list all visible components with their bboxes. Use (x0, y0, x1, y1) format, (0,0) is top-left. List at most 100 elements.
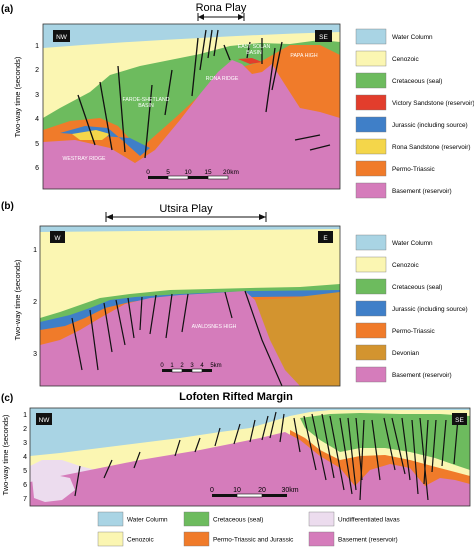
panel-a-tick: 5 (35, 141, 39, 148)
legend-label: Victory Sandstone (reservoir) (392, 100, 474, 107)
se-marker: SE (315, 30, 332, 42)
panel-a-tick: 4 (35, 116, 39, 123)
legend-label: Cenozoic (392, 262, 419, 269)
panel-a-tick: 2 (35, 67, 39, 74)
panel-c-title: Lofoten Rifted Margin (179, 391, 293, 403)
legend-swatch (355, 28, 387, 45)
nw-marker: NW (53, 30, 70, 42)
se-marker-c: SE (452, 413, 467, 425)
panel-b-faults (71, 290, 283, 387)
legend-label: Water Column (392, 240, 433, 247)
panel-c-frame (29, 407, 471, 507)
legend-swatch (355, 72, 387, 89)
nw-marker-c: NW (36, 413, 52, 425)
panel-c-section: NW SE (29, 407, 471, 507)
legend-swatch (355, 344, 387, 361)
panel-b-title: Utsira Play (159, 203, 213, 215)
panel-a-tag: (a) (1, 4, 13, 15)
panel-c-faults (74, 411, 459, 501)
legend-swatch (97, 511, 124, 527)
panel-c-legend: Water Column Cretaceous (seal) Undifferent… (97, 511, 400, 547)
basement-layer (30, 432, 470, 506)
legend-swatch (355, 138, 387, 155)
e-marker: E (318, 231, 333, 243)
panel-b: (b) Utsira Play Two-way time (seconds) 1… (1, 201, 468, 387)
panel-c-scale-bar: 0 10 20 30km (210, 487, 299, 498)
legend-label: Water Column (392, 34, 433, 41)
legend-label: Cretaceous (seal) (392, 78, 442, 85)
legend-label: Cretaceous (seal) (392, 284, 442, 291)
panel-b-tick: 2 (33, 299, 37, 306)
panel-b-ticks: 1 2 3 (33, 247, 37, 358)
panel-c: (c) Lofoten Rifted Margin Two-way time (… (1, 391, 471, 547)
legend-label: Permo-Triassic and Jurassic (213, 537, 294, 544)
panel-b-legend: Water Column Cenozoic Cretaceous (seal) Jur… (355, 234, 468, 383)
legend-label: Rona Sandstone (reservoir) (392, 144, 471, 151)
nw-label: NW (56, 34, 68, 41)
scale-a-tick: 5 (166, 169, 170, 176)
scale-a-tick: 20km (223, 169, 239, 176)
panel-b-axis-label: Two-way time (seconds) (13, 259, 22, 340)
panel-a-scale-bar: 0 5 10 15 20km (146, 169, 239, 180)
legend-label: Permo-Triassic (392, 166, 436, 173)
legend-label: Cenozoic (392, 56, 419, 63)
westray-ridge-label: WESTRAY RIDGE (62, 156, 106, 162)
legend-label: Jurassic (including source) (392, 122, 468, 129)
panel-a: (a) Rona Play Two-way time (seconds) 1 2… (1, 2, 474, 199)
panel-b-section: AVALDSNES HIGH W E (39, 225, 341, 387)
legend-swatch (183, 511, 210, 527)
undifferentiated-lavas-pocket (32, 474, 75, 502)
legend-swatch (355, 322, 387, 339)
legend-label: Cretaceous (seal) (213, 517, 263, 524)
faroe-shetland-label-1: FAROE-SHETLAND (123, 97, 170, 103)
legend-swatch (355, 234, 387, 251)
legend-swatch (355, 50, 387, 67)
east-solan-label-2: BASIN (246, 50, 262, 56)
panel-a-tick: 1 (35, 43, 39, 50)
panel-b-tag: (b) (1, 201, 14, 212)
panel-a-region-labels: EAST SOLAN BASIN PAPA HIGH RONA RIDGE FA… (62, 44, 317, 162)
w-marker: W (50, 231, 65, 243)
panel-c-tag: (c) (1, 393, 13, 404)
panel-b-frame (39, 225, 341, 387)
victory-sandstone-layer (238, 58, 262, 64)
legend-label: Basement (reservoir) (392, 372, 452, 379)
panel-c-tick: 3 (23, 440, 27, 447)
avaldsnes-high-label: AVALDSNES HIGH (192, 324, 237, 330)
rona-ridge-label: RONA RIDGE (206, 76, 239, 82)
legend-label: Jurassic (including source) (392, 306, 468, 313)
legend-label: Permo-Triassic (392, 328, 436, 335)
legend-swatch (355, 300, 387, 317)
panel-b-scale-bar: 0 1 2 3 4 5km (160, 363, 222, 373)
scale-c-tick: 30km (281, 487, 298, 494)
legend-swatch (308, 511, 335, 527)
nw-label-c: NW (39, 417, 51, 424)
panel-b-tick: 1 (33, 247, 37, 254)
papa-high-label: PAPA HIGH (290, 53, 317, 59)
panel-b-play-arrow (105, 212, 267, 222)
basement-layer (43, 60, 340, 189)
panel-a-legend: Water Column Cenozoic Cretaceous (seal) Vic… (355, 28, 474, 199)
scale-c-tick: 10 (233, 487, 241, 494)
panel-b-tick: 3 (33, 351, 37, 358)
scale-c-tick: 0 (210, 487, 214, 494)
scale-c-tick: 20 (258, 487, 266, 494)
panel-a-frame (42, 23, 341, 190)
scale-b-tick: 5km (210, 363, 221, 369)
scale-b-tick: 0 (160, 363, 164, 369)
east-solan-label-1: EAST SOLAN (238, 44, 271, 50)
legend-label: Undifferentiated lavas (338, 517, 400, 524)
panel-c-tick: 6 (23, 482, 27, 489)
faroe-shetland-label-2: BASIN (138, 103, 154, 109)
panel-a-ticks: 1 2 3 4 5 6 (35, 43, 39, 172)
panel-a-section: EAST SOLAN BASIN PAPA HIGH RONA RIDGE FA… (42, 23, 341, 190)
se-label: SE (319, 34, 328, 41)
panel-a-play-arrow (197, 13, 245, 21)
legend-swatch (355, 278, 387, 295)
e-label: E (323, 235, 328, 242)
legend-swatch (97, 531, 124, 547)
panel-a-title: Rona Play (196, 2, 247, 14)
se-label-c: SE (455, 417, 464, 424)
panel-c-tick: 2 (23, 426, 27, 433)
